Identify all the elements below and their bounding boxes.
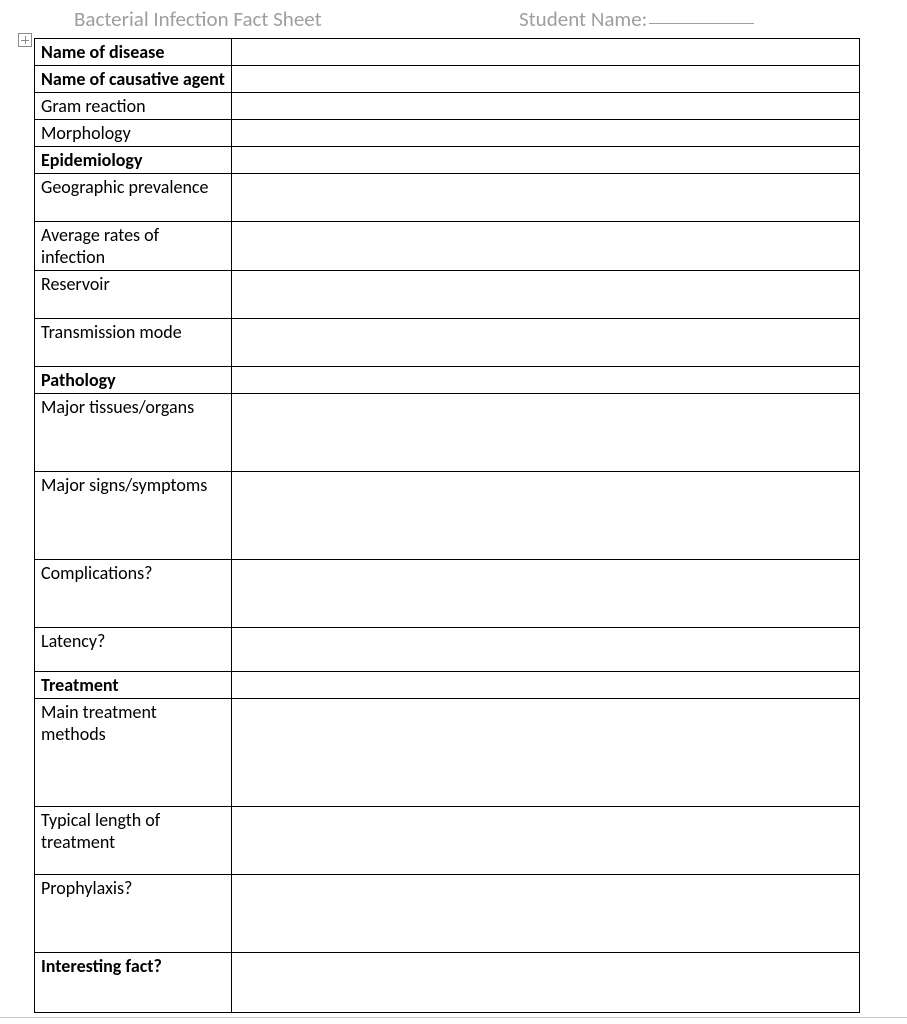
table-row: Typical length of treatment	[35, 807, 860, 875]
table-row: Name of causative agent	[35, 66, 860, 93]
table-row: Major signs/symptoms	[35, 472, 860, 560]
row-value	[232, 319, 860, 367]
row-value	[232, 147, 860, 174]
row-value	[232, 367, 860, 394]
table-row: Gram reaction	[35, 93, 860, 120]
row-value	[232, 699, 860, 807]
table-row: Treatment	[35, 672, 860, 699]
table-row: Morphology	[35, 120, 860, 147]
student-name-blank-line	[649, 23, 754, 24]
table-row: Main treatment methods	[35, 699, 860, 807]
row-label: Epidemiology	[35, 147, 232, 174]
table-row: Latency?	[35, 628, 860, 672]
row-label: Prophylaxis?	[35, 875, 232, 953]
row-label: Typical length of treatment	[35, 807, 232, 875]
table-row: Epidemiology	[35, 147, 860, 174]
table-row: Interesting fact?	[35, 953, 860, 1013]
row-value	[232, 93, 860, 120]
table-row: Complications?	[35, 560, 860, 628]
header-row: Bacterial Infection Fact Sheet Student N…	[0, 6, 907, 32]
table-row: Reservoir	[35, 271, 860, 319]
page: Bacterial Infection Fact Sheet Student N…	[0, 0, 907, 1019]
table-row: Geographic prevalence	[35, 174, 860, 222]
row-value	[232, 174, 860, 222]
row-label: Latency?	[35, 628, 232, 672]
row-label: Complications?	[35, 560, 232, 628]
row-label: Main treatment methods	[35, 699, 232, 807]
row-value	[232, 875, 860, 953]
row-label: Name of disease	[35, 39, 232, 66]
row-value	[232, 807, 860, 875]
row-label: Gram reaction	[35, 93, 232, 120]
row-label: Treatment	[35, 672, 232, 699]
row-value	[232, 472, 860, 560]
row-value	[232, 120, 860, 147]
row-label: Morphology	[35, 120, 232, 147]
table-row: Transmission mode	[35, 319, 860, 367]
row-label: Geographic prevalence	[35, 174, 232, 222]
row-label: Transmission mode	[35, 319, 232, 367]
page-bottom-edge	[0, 1017, 907, 1019]
row-value	[232, 394, 860, 472]
student-name-label: Student Name:	[519, 6, 754, 32]
row-label: Pathology	[35, 367, 232, 394]
table-row: Major tissues/organs	[35, 394, 860, 472]
table-row: Average rates of infection	[35, 222, 860, 271]
page-title: Bacterial Infection Fact Sheet	[74, 6, 519, 32]
row-label: Major signs/symptoms	[35, 472, 232, 560]
row-label: Interesting fact?	[35, 953, 232, 1013]
table-row: Name of disease	[35, 39, 860, 66]
row-label: Reservoir	[35, 271, 232, 319]
row-value	[232, 39, 860, 66]
table-row: Prophylaxis?	[35, 875, 860, 953]
row-label: Major tissues/organs	[35, 394, 232, 472]
factsheet-table: Name of diseaseName of causative agentGr…	[34, 38, 860, 1013]
factsheet-tbody: Name of diseaseName of causative agentGr…	[35, 39, 860, 1013]
row-value	[232, 222, 860, 271]
row-label: Average rates of infection	[35, 222, 232, 271]
table-anchor-icon	[18, 33, 32, 47]
row-value	[232, 672, 860, 699]
row-value	[232, 560, 860, 628]
row-value	[232, 271, 860, 319]
row-value	[232, 953, 860, 1013]
table-row: Pathology	[35, 367, 860, 394]
row-label: Name of causative agent	[35, 66, 232, 93]
row-value	[232, 66, 860, 93]
student-name-text: Student Name:	[519, 6, 647, 32]
row-value	[232, 628, 860, 672]
